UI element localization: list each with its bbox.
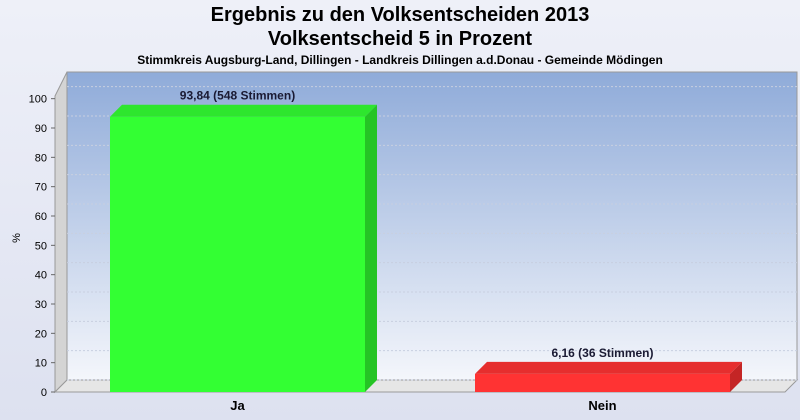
chart-title-line2: Volksentscheid 5 in Prozent: [267, 28, 533, 50]
bar-ja: [110, 116, 365, 393]
y-tick-label: 40: [35, 270, 47, 282]
left-wall: [54, 71, 68, 394]
y-tick-label: 90: [35, 123, 47, 135]
data-label: 93,84 (548 Stimmen): [180, 89, 295, 103]
y-tick-label: 20: [35, 328, 47, 340]
y-tick-label: 80: [35, 152, 47, 164]
x-tick-label: Nein: [588, 398, 616, 413]
y-tick-label: 100: [29, 94, 47, 106]
bar-side: [365, 104, 377, 393]
chart-subtitle: Stimmkreis Augsburg-Land, Dillingen - La…: [137, 53, 663, 67]
y-tick-label: 30: [35, 299, 47, 311]
x-tick-label: Ja: [230, 398, 245, 413]
bar-top: [475, 361, 742, 374]
data-label: 6,16 (36 Stimmen): [551, 346, 653, 360]
y-tick-label: 0: [41, 387, 47, 399]
y-tick-label: 70: [35, 182, 47, 194]
y-axis-label: %: [11, 233, 23, 243]
y-tick-label: 60: [35, 211, 47, 223]
bar-nein: [475, 373, 730, 392]
bar-top: [110, 104, 377, 117]
chart-title: Ergebnis zu den Volksentscheiden 2013: [210, 4, 590, 26]
y-tick-label: 50: [35, 240, 47, 252]
y-tick-label: 10: [35, 358, 47, 370]
bar-side: [730, 361, 742, 392]
